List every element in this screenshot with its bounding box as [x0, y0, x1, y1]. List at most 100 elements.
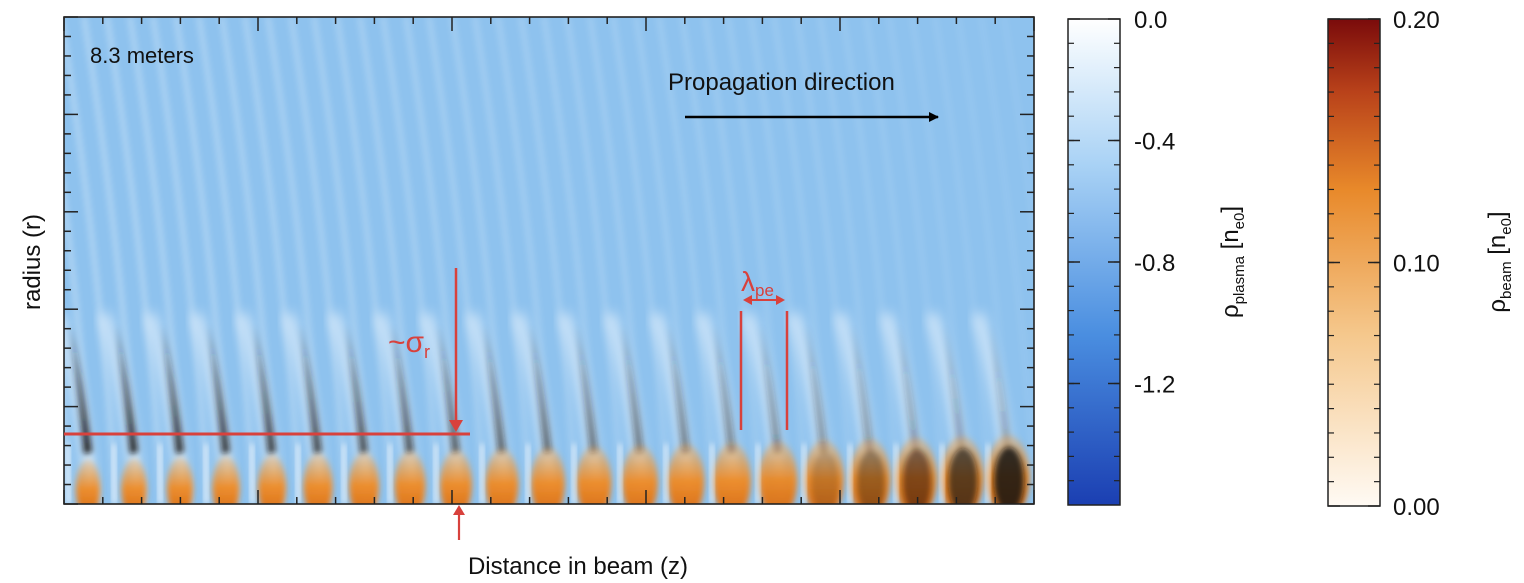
- wake-stem: [572, 444, 576, 504]
- colorbar-tick-label: 0.00: [1393, 494, 1440, 521]
- wake-streak: [564, 17, 625, 504]
- wake-dark: [161, 324, 184, 454]
- beam-label-unit: [n: [1484, 235, 1511, 262]
- wake-stem: [802, 444, 806, 504]
- wake-dark: [713, 324, 736, 454]
- beam-blob-core: [902, 449, 932, 504]
- wake-period: [191, 312, 240, 504]
- beam-colorbar-ticks: 0.20 0.10 0.00: [1328, 7, 1440, 521]
- wake-stem: [756, 444, 760, 504]
- wake-dark: [253, 324, 276, 454]
- beam-colorbar-label: ρbeam [ne0]: [1484, 211, 1515, 312]
- wake-period: [375, 312, 426, 504]
- wake-period: [145, 312, 194, 504]
- wake-streak: [518, 17, 579, 504]
- colorbar-tick-label: 0.10: [1393, 251, 1440, 278]
- plasma-label-close: ]: [1217, 206, 1244, 213]
- wake-streak: [978, 17, 1034, 504]
- wake-streak: [886, 17, 947, 504]
- wake-stem: [296, 444, 300, 504]
- wake-streak: [64, 385, 73, 504]
- beam-blob: [394, 451, 426, 504]
- distance-label: 8.3 meters: [90, 43, 194, 68]
- wake-stem: [434, 444, 438, 504]
- beam-blob: [713, 442, 751, 504]
- wake-streak: [334, 17, 395, 504]
- wake-stem: [710, 444, 714, 504]
- lambda-arrow-right: [776, 295, 785, 305]
- wake-streak: [380, 17, 441, 504]
- wake-period: [605, 312, 658, 504]
- sigma-arrowhead: [449, 420, 463, 432]
- wake-dark: [851, 324, 874, 454]
- plasma-colorbar: 0.0 -0.4 -0.8 -1.2 ρplasma [ne0]: [1067, 7, 1248, 506]
- wake-dark: [897, 324, 920, 454]
- beam-blob: [758, 441, 798, 504]
- beam-blob: [531, 447, 565, 504]
- wake-period: [973, 312, 1030, 504]
- wake-stem: [664, 444, 668, 504]
- beam-blob-core: [766, 453, 793, 514]
- wake-streak: [64, 17, 119, 504]
- plasma-label-sub: plasma: [1231, 255, 1248, 304]
- beam-blob-core: [811, 451, 839, 504]
- beam-blob-core: [948, 448, 978, 504]
- wake-period: [64, 317, 101, 504]
- wake-period: [881, 312, 937, 504]
- lambda-label: λpe: [741, 266, 774, 300]
- beam-blob-core: [856, 450, 886, 504]
- beam-label-unit-sub: e0: [1498, 218, 1515, 235]
- wake-streak: [1001, 17, 1034, 259]
- beam-colorbar: 0.20 0.10 0.00 ρbeam [ne0]: [1327, 7, 1515, 521]
- beam-blob: [121, 458, 147, 504]
- wake-period: [467, 312, 519, 504]
- colorbar-tick-label: -1.2: [1134, 372, 1175, 399]
- wake-stem: [480, 444, 484, 504]
- wake-stem: [388, 444, 392, 504]
- plot-ticks: [63, 16, 1035, 505]
- wake-period: [329, 312, 379, 504]
- wake-period: [651, 312, 705, 504]
- wake-dark: [943, 324, 966, 454]
- lambda-arrow-left: [743, 295, 752, 305]
- wake-period: [789, 312, 844, 504]
- wake-period: [927, 312, 984, 504]
- wake-pattern: [64, 17, 1034, 514]
- wake-streak: [610, 17, 671, 504]
- wake-period: [743, 312, 798, 514]
- wake-stem: [342, 444, 346, 504]
- beam-blob: [622, 444, 658, 504]
- wake-dark: [483, 324, 506, 454]
- wake-stem: [940, 444, 944, 504]
- wake-period: [99, 312, 147, 504]
- x-axis-label: Distance in beam (z): [468, 553, 688, 580]
- wake-dark: [345, 324, 368, 454]
- plasma-label-main: ρ: [1217, 304, 1244, 318]
- wake-dark: [575, 324, 598, 454]
- wake-stem: [986, 444, 990, 504]
- lambda-label-main: λ: [741, 266, 755, 297]
- beam-label-sub: beam: [1498, 261, 1515, 299]
- wake-streak: [748, 17, 809, 504]
- wake-stem: [526, 444, 530, 504]
- wake-streak: [242, 17, 303, 504]
- beam-blob: [303, 453, 333, 504]
- wake-period: [283, 312, 333, 504]
- beam-label-main: ρ: [1484, 299, 1511, 313]
- wake-streak: [472, 17, 533, 504]
- wake-dark: [69, 324, 92, 454]
- wake-streak: [702, 17, 763, 504]
- wake-stem: [204, 444, 208, 504]
- beam-blob: [485, 448, 519, 504]
- beam-blob: [75, 459, 101, 504]
- wake-streak: [196, 17, 257, 504]
- beam-label-close: ]: [1484, 211, 1511, 218]
- wake-streak: [932, 17, 993, 504]
- wake-streak: [150, 17, 211, 504]
- wake-dark: [529, 324, 552, 454]
- wake-stem: [848, 444, 852, 504]
- wake-streak: [840, 17, 901, 504]
- colorbar-tick-label: 0.0: [1134, 7, 1167, 34]
